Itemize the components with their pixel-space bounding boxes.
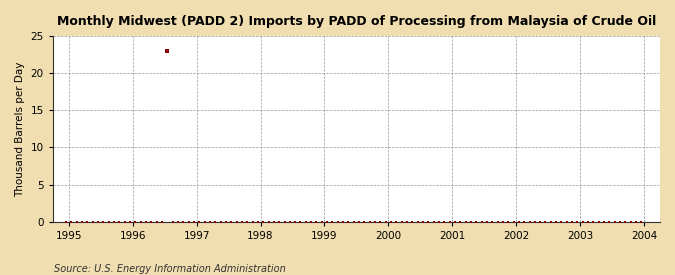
Y-axis label: Thousand Barrels per Day: Thousand Barrels per Day (15, 61, 25, 197)
Text: Source: U.S. Energy Information Administration: Source: U.S. Energy Information Administ… (54, 264, 286, 274)
Title: Monthly Midwest (PADD 2) Imports by PADD of Processing from Malaysia of Crude Oi: Monthly Midwest (PADD 2) Imports by PADD… (57, 15, 656, 28)
